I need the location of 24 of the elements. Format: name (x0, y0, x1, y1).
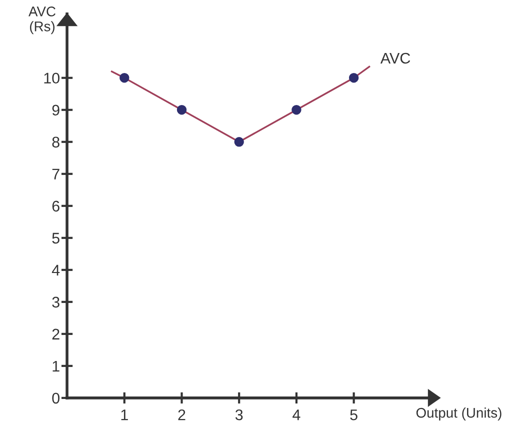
point (120, 73, 130, 83)
x-tick-label: 2 (178, 409, 186, 420)
point (234, 137, 244, 147)
x-axis-title: Output (Units) (416, 408, 502, 420)
point (176, 105, 187, 115)
y-tick-label: 1 (52, 360, 60, 372)
series-label: AVC (380, 52, 410, 64)
y-tick-label: 8 (52, 136, 60, 148)
x-tick-label: 5 (350, 410, 358, 420)
x-tick-label: 4 (292, 410, 300, 420)
x-tick-label: 3 (235, 409, 243, 420)
x-tick-label: 1 (121, 410, 128, 420)
point (348, 73, 359, 83)
y-tick-label: 7 (52, 168, 60, 180)
y-axis-title: AVC (Rs) (28, 6, 56, 34)
y-tick-label: 9 (52, 104, 60, 116)
y-tick-label: 6 (52, 200, 60, 212)
y-tick-label: 2 (52, 328, 60, 340)
y-tick-label: 0 (52, 392, 60, 404)
y-tick-label: 4 (52, 264, 60, 276)
point (292, 105, 302, 115)
y-tick-label: 3 (52, 296, 60, 308)
y-tick-label: 10 (44, 72, 60, 84)
y-tick-label: 5 (52, 232, 60, 244)
